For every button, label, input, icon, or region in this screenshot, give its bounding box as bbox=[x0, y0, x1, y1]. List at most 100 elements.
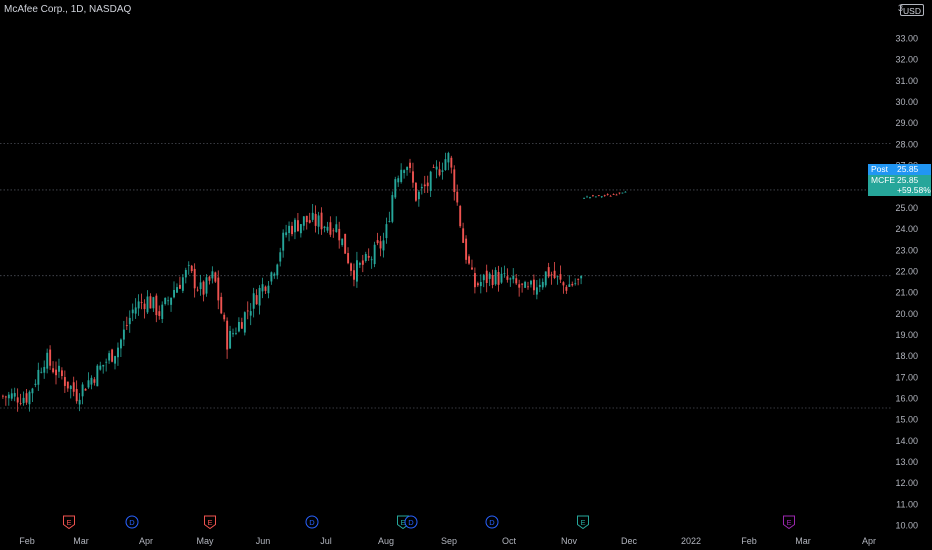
candle-body bbox=[122, 329, 125, 340]
candle-body bbox=[302, 216, 305, 226]
candle-body bbox=[482, 274, 485, 281]
candle-body bbox=[382, 240, 385, 251]
candle-body bbox=[509, 278, 512, 280]
candle-body bbox=[7, 394, 10, 399]
time-tick-label: May bbox=[196, 536, 214, 546]
time-tick-label: Feb bbox=[741, 536, 757, 546]
dividend-marker[interactable]: D bbox=[125, 515, 139, 529]
candle-body bbox=[503, 273, 506, 275]
candle-body bbox=[208, 276, 211, 281]
candle-body bbox=[624, 191, 627, 193]
candle-body bbox=[367, 255, 370, 258]
candle-body bbox=[429, 171, 432, 191]
candle-body bbox=[323, 226, 326, 229]
candle-body bbox=[350, 263, 352, 271]
candle-body bbox=[249, 311, 252, 316]
time-tick-label: Dec bbox=[621, 536, 638, 546]
candle-body bbox=[609, 195, 612, 197]
horizontal-lines bbox=[0, 142, 892, 409]
candle-body bbox=[52, 368, 55, 373]
candle-body bbox=[326, 226, 329, 231]
time-tick-label: Jun bbox=[256, 536, 271, 546]
candle-body bbox=[615, 194, 618, 196]
candle-body bbox=[66, 381, 69, 389]
last-price-value: 25.85 bbox=[897, 175, 919, 185]
svg-text:E: E bbox=[580, 518, 585, 527]
price-tick-label: 31.00 bbox=[895, 76, 918, 86]
earnings-marker[interactable]: E bbox=[783, 515, 795, 530]
candle-body bbox=[373, 244, 376, 265]
price-tick-label: 30.00 bbox=[895, 97, 918, 107]
candle-body bbox=[353, 270, 355, 280]
candle-body bbox=[125, 325, 128, 327]
candle-body bbox=[111, 349, 114, 362]
candle-body bbox=[329, 222, 332, 235]
symbol-label: MCFE bbox=[871, 175, 896, 185]
candle-body bbox=[462, 228, 465, 243]
candle-body bbox=[117, 347, 119, 358]
price-tick-label: 23.00 bbox=[895, 245, 918, 255]
price-tick-label: 19.00 bbox=[895, 330, 918, 340]
candle-body bbox=[291, 225, 293, 235]
candle-body bbox=[435, 166, 438, 170]
candle-body bbox=[506, 276, 509, 280]
svg-text:D: D bbox=[309, 518, 315, 527]
candle-body bbox=[196, 289, 199, 291]
candle-body bbox=[211, 271, 214, 279]
candle-body bbox=[397, 178, 400, 183]
candle-body bbox=[131, 309, 134, 314]
time-tick-label: Mar bbox=[73, 536, 89, 546]
candle-body bbox=[87, 380, 90, 388]
candle-body bbox=[338, 228, 341, 241]
candle-body bbox=[356, 260, 358, 282]
candle-body bbox=[426, 182, 429, 187]
earnings-marker[interactable]: E bbox=[204, 515, 216, 530]
candle-body bbox=[583, 198, 586, 199]
candle-body bbox=[282, 232, 285, 251]
candle-body bbox=[214, 272, 217, 282]
currency-button[interactable]: USD bbox=[900, 4, 924, 16]
candle-body bbox=[518, 284, 521, 288]
candle-body bbox=[276, 264, 279, 276]
svg-text:D: D bbox=[489, 518, 495, 527]
candle-body bbox=[261, 284, 264, 292]
candle-body bbox=[28, 391, 31, 405]
candle-body bbox=[612, 194, 615, 195]
candle-body bbox=[420, 186, 423, 189]
candle-body bbox=[485, 270, 488, 284]
candle-body bbox=[10, 393, 13, 399]
candle-body bbox=[81, 384, 84, 397]
candle-body bbox=[488, 273, 491, 279]
candle-body bbox=[114, 356, 116, 364]
dividend-marker[interactable]: D bbox=[404, 515, 418, 529]
candle-body bbox=[108, 353, 111, 361]
price-axis[interactable]: 10.00 11.00 12.00 13.00 14.00 15.00 16.00 17.00… bbox=[895, 3, 918, 530]
candle-body bbox=[535, 287, 538, 295]
candle-body bbox=[179, 284, 181, 289]
candle-body bbox=[403, 170, 406, 174]
svg-text:E: E bbox=[207, 518, 212, 527]
candle-body bbox=[335, 224, 338, 232]
candle-body bbox=[55, 369, 57, 376]
candle-body bbox=[220, 296, 223, 314]
candle-body bbox=[226, 320, 229, 350]
candle-body bbox=[453, 169, 456, 192]
candle-body bbox=[190, 265, 193, 272]
time-axis[interactable]: Feb Mar Apr May Jun Jul Aug Sep Oct Nov Dec 2022 Feb… bbox=[19, 536, 876, 546]
earnings-marker[interactable]: E bbox=[63, 515, 75, 530]
candle-body bbox=[34, 383, 37, 385]
candle-body bbox=[146, 296, 149, 313]
candle-body bbox=[267, 285, 270, 294]
candle-body bbox=[31, 388, 34, 394]
candle-body bbox=[311, 212, 314, 220]
candle-body bbox=[2, 395, 4, 397]
post-value: 25.85 bbox=[897, 164, 919, 174]
candle-body bbox=[317, 215, 320, 227]
dividend-marker[interactable]: D bbox=[305, 515, 319, 529]
candle-body bbox=[308, 220, 311, 223]
dividend-marker[interactable]: D bbox=[485, 515, 499, 529]
candle-body bbox=[459, 206, 462, 227]
change-percent: +59.58% bbox=[897, 185, 931, 195]
earnings-marker[interactable]: E bbox=[577, 515, 589, 530]
